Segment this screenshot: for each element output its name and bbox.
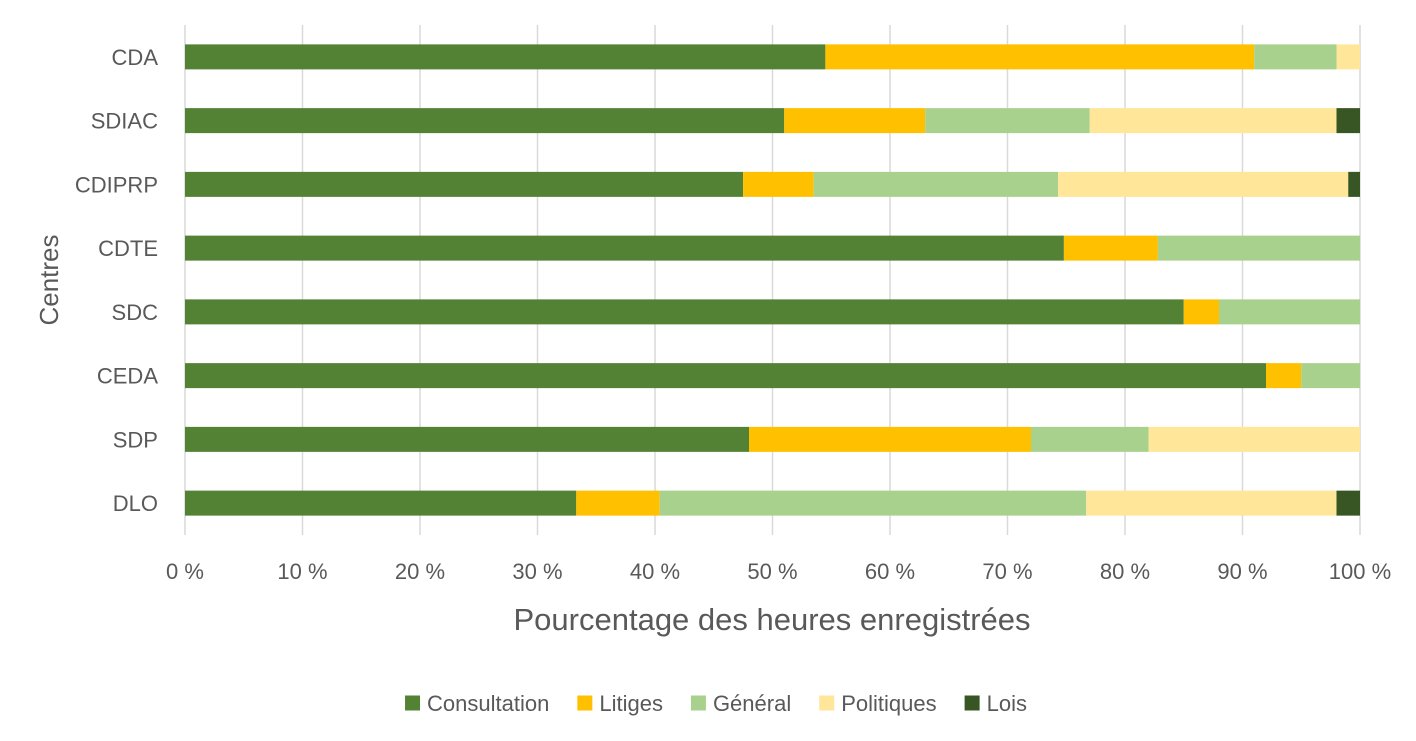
legend-label: Consultation bbox=[427, 691, 549, 716]
bar-segment bbox=[784, 108, 926, 134]
y-tick-label: CDA bbox=[112, 45, 159, 70]
bar-segment bbox=[1183, 299, 1219, 325]
bar-segment bbox=[1336, 490, 1360, 516]
bars bbox=[185, 44, 1360, 516]
y-tick-label: SDC bbox=[112, 300, 159, 325]
bar-segment bbox=[185, 171, 744, 197]
bar-segment bbox=[185, 44, 826, 70]
bar-segment bbox=[1336, 44, 1360, 70]
bar-segment bbox=[1219, 299, 1360, 325]
y-tick-label: CDTE bbox=[98, 236, 158, 261]
legend-label: Litiges bbox=[599, 691, 663, 716]
bar-segment bbox=[1031, 426, 1149, 452]
bar-segment bbox=[1063, 235, 1158, 261]
x-tick-label: 70 % bbox=[982, 559, 1032, 584]
bar-segment bbox=[659, 490, 1087, 516]
y-tick-label: SDIAC bbox=[91, 109, 158, 134]
x-tick-label: 20 % bbox=[395, 559, 445, 584]
x-tick-label: 10 % bbox=[277, 559, 327, 584]
bar-segment bbox=[185, 299, 1184, 325]
bar-segment bbox=[1266, 363, 1302, 389]
bar-segment bbox=[1148, 426, 1360, 452]
y-tick-label: SDP bbox=[113, 427, 158, 452]
x-axis-tick-labels: 0 % 10 % 20 % 30 % 40 % 50 % 60 % 70 % 80 % 90 % 1… bbox=[166, 559, 1391, 584]
x-tick-label: 50 % bbox=[747, 559, 797, 584]
bar-segment bbox=[825, 44, 1255, 70]
bar-segment bbox=[185, 490, 577, 516]
legend-swatch bbox=[964, 695, 980, 711]
y-tick-label: CEDA bbox=[97, 364, 158, 389]
legend-label: Politiques bbox=[841, 691, 936, 716]
bar-segment bbox=[1301, 363, 1360, 389]
bar-segment bbox=[925, 108, 1090, 134]
legend-item: Politiques bbox=[819, 691, 937, 716]
bar-segment bbox=[1348, 171, 1360, 197]
x-tick-label: 60 % bbox=[865, 559, 915, 584]
x-axis-title: Pourcentage des heures enregistrées bbox=[514, 602, 1031, 637]
legend-item: Consultation bbox=[405, 691, 549, 716]
legend-swatch bbox=[819, 695, 835, 711]
x-tick-label: 30 % bbox=[512, 559, 562, 584]
legend-swatch bbox=[577, 695, 593, 711]
x-tick-label: 100 % bbox=[1329, 559, 1391, 584]
bar-segment bbox=[1254, 44, 1337, 70]
legend-swatch bbox=[690, 695, 706, 711]
y-tick-label: DLO bbox=[113, 491, 158, 516]
bar-segment bbox=[185, 108, 785, 134]
bar-segment bbox=[813, 171, 1059, 197]
legend-label: Lois bbox=[987, 691, 1027, 716]
bar-segment bbox=[185, 426, 749, 452]
y-axis-title: Centres bbox=[34, 234, 64, 325]
bar-segment bbox=[743, 171, 814, 197]
gridlines bbox=[184, 25, 1361, 535]
legend-swatch bbox=[405, 695, 421, 711]
bar-segment bbox=[749, 426, 1031, 452]
bar-segment bbox=[185, 363, 1266, 389]
bar-segment bbox=[576, 490, 660, 516]
legend-item: Litiges bbox=[577, 691, 663, 716]
bar-segment bbox=[1058, 171, 1349, 197]
legend-item: Lois bbox=[964, 691, 1027, 716]
bar-segment bbox=[185, 235, 1064, 261]
y-tick-label: CDIPRP bbox=[75, 172, 158, 197]
bar-segment bbox=[1086, 490, 1337, 516]
legend-item: Général bbox=[690, 691, 791, 716]
x-tick-label: 80 % bbox=[1100, 559, 1150, 584]
legend-label: Général bbox=[713, 691, 791, 716]
bar-segment bbox=[1157, 235, 1360, 261]
x-tick-label: 90 % bbox=[1217, 559, 1267, 584]
legend: Consultation Litiges Général Politiques Lois bbox=[405, 691, 1027, 716]
bar-segment bbox=[1089, 108, 1337, 134]
y-axis-tick-labels: CDA SDIAC CDIPRP CDTE SDC CEDA SDP DLO bbox=[75, 45, 158, 516]
x-tick-label: 0 % bbox=[166, 559, 204, 584]
bar-segment bbox=[1336, 108, 1360, 134]
x-tick-label: 40 % bbox=[630, 559, 680, 584]
